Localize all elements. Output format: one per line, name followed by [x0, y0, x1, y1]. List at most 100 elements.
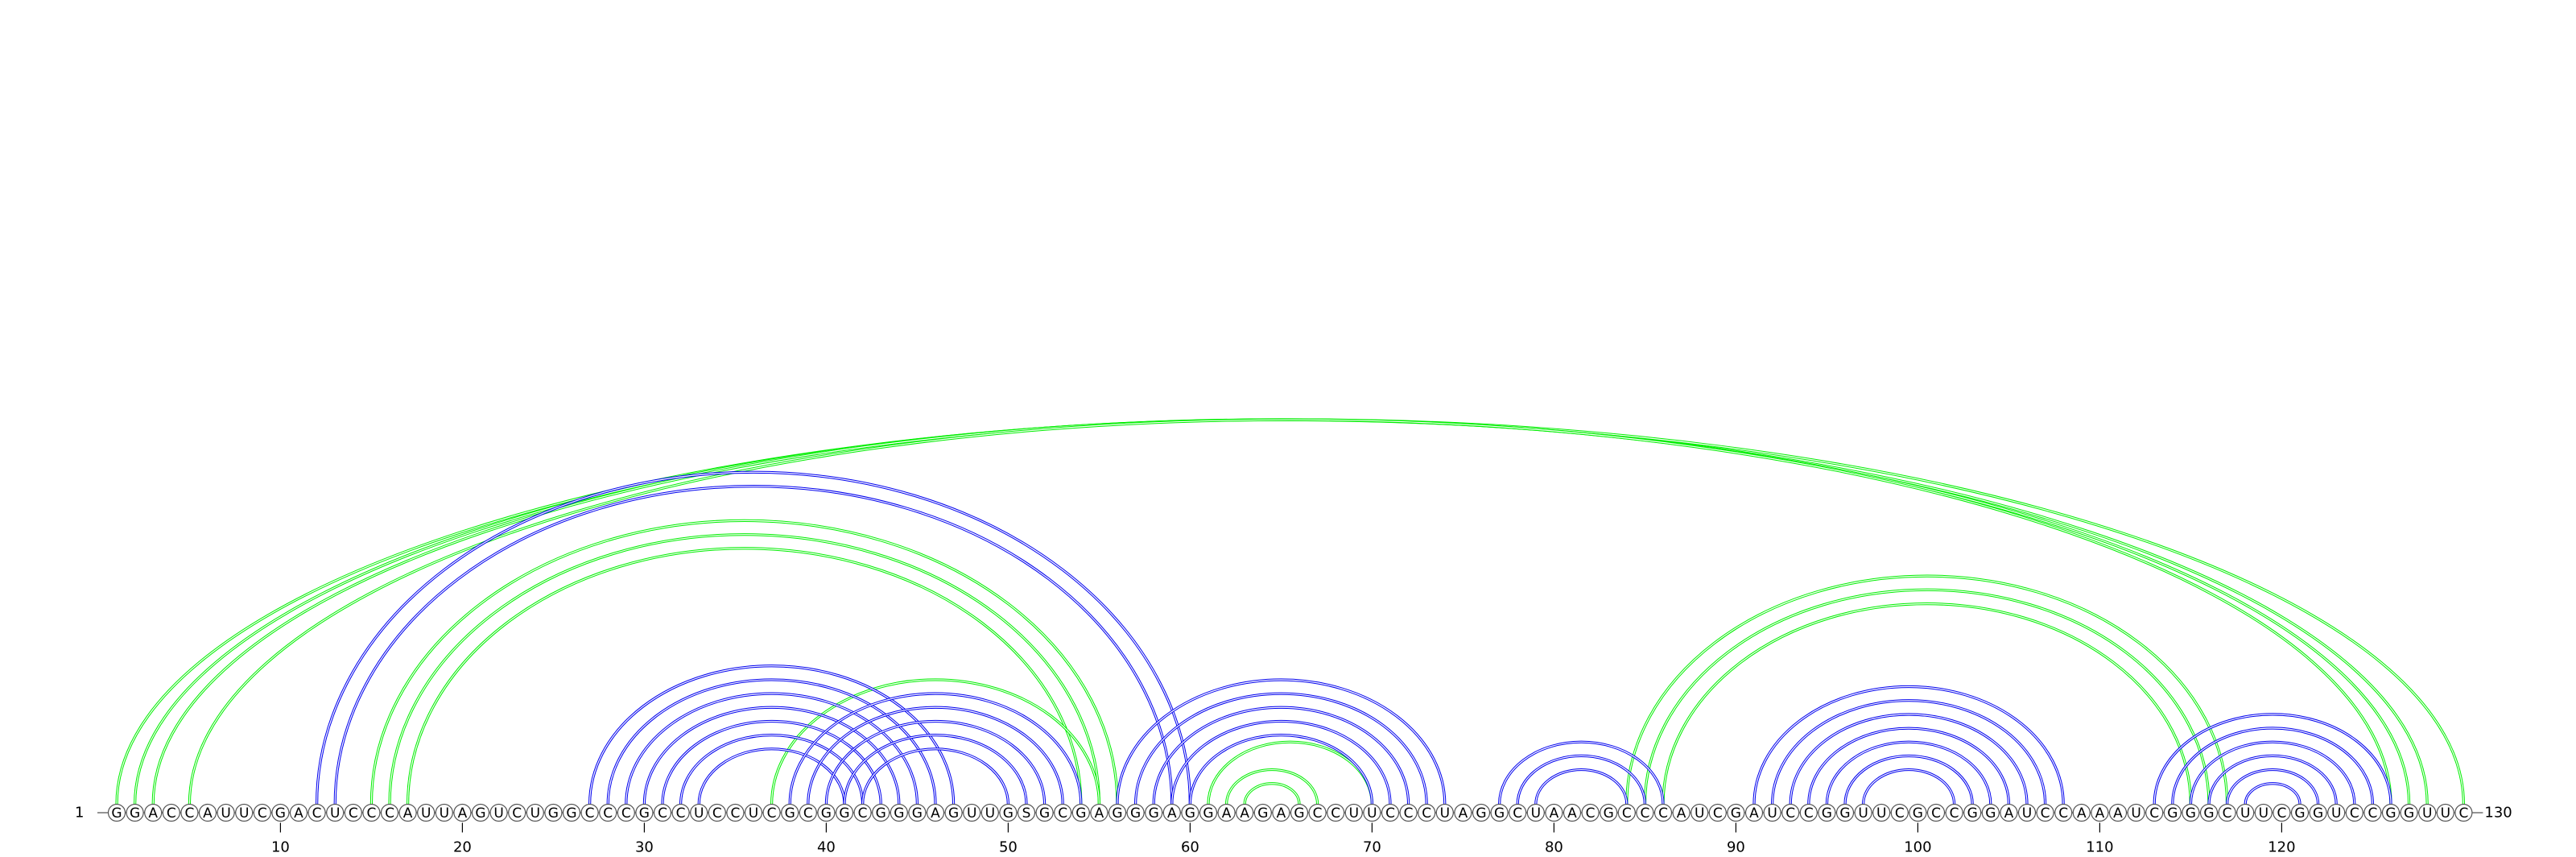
nucleotide: C	[380, 803, 399, 822]
nucleotide-letter: U	[493, 805, 503, 822]
nucleotide: C	[1926, 803, 1946, 822]
nucleotide-circle	[853, 803, 872, 822]
nucleotide: U	[417, 803, 436, 822]
nucleotide: G	[1253, 803, 1272, 822]
nucleotide-circle	[1381, 803, 1400, 822]
nucleotide-circle	[1636, 803, 1654, 822]
tick-label: 70	[1363, 839, 1381, 856]
nucleotide-circle	[1108, 803, 1127, 822]
nucleotide-circle	[2072, 803, 2091, 822]
base-pair-arc-blue	[1134, 692, 1428, 805]
nucleotide-letter: U	[1876, 805, 1886, 822]
nucleotide-letter: U	[239, 805, 249, 822]
nucleotide-circle	[1308, 803, 1327, 822]
nucleotide: G	[1981, 803, 2000, 822]
nucleotide-circle	[690, 803, 708, 822]
nucleotide-letter: U	[1858, 805, 1868, 822]
nucleotide-letter: G	[1476, 805, 1486, 822]
nucleotide: A	[1454, 803, 1472, 822]
nucleotide: C	[508, 803, 526, 822]
nucleotide-letter: C	[603, 805, 613, 822]
nucleotide-circle	[980, 803, 999, 822]
nucleotide-circle	[180, 803, 199, 822]
nucleotide: A	[1217, 803, 1236, 822]
base-pair-arc-green	[388, 532, 1100, 805]
nucleotide-letter: G	[1130, 805, 1141, 822]
nucleotide: C	[162, 803, 180, 822]
nucleotide-letter: C	[1895, 805, 1905, 822]
nucleotide-circle	[1963, 803, 1982, 822]
nucleotide-letter: U	[440, 805, 449, 822]
nucleotide: C	[762, 803, 781, 822]
nucleotide-circle	[1672, 803, 1690, 822]
nucleotide-letter: U	[2422, 805, 2432, 822]
nucleotide-circle	[2345, 803, 2363, 822]
nucleotide-letter: G	[130, 805, 140, 822]
nucleotide-circle	[2127, 803, 2145, 822]
nucleotide-letter: C	[1640, 805, 1649, 822]
nucleotide-letter: C	[2058, 805, 2068, 822]
nucleotide-circle	[544, 803, 563, 822]
position-axis: 10 20 30 40 50 60 70 80 90 100 110 120	[271, 822, 2296, 856]
nucleotide-letter: C	[1313, 805, 1323, 822]
nucleotide-circle	[781, 803, 799, 822]
nucleotide: U	[2436, 803, 2454, 822]
base-pair-arc-green	[1644, 589, 2210, 805]
nucleotide-circle	[1181, 803, 1199, 822]
nucleotide-letter: G	[876, 805, 886, 822]
nucleotide-letter: A	[1095, 805, 1104, 822]
base-pair-arc-green	[152, 419, 2410, 805]
base-pair-arc-blue	[1772, 700, 2046, 805]
nucleotide-letter: C	[1785, 805, 1795, 822]
nucleotide-circle	[1563, 803, 1582, 822]
nucleotide: C	[344, 803, 362, 822]
nucleotide: S	[1017, 803, 1036, 822]
nucleotide-letter: C	[1658, 805, 1668, 822]
nucleotide: C	[2363, 803, 2382, 822]
base-pair-arc-green	[134, 419, 2428, 805]
nucleotide-letter: U	[2240, 805, 2250, 822]
nucleotide-circle	[617, 803, 635, 822]
nucleotide-letter: C	[512, 805, 522, 822]
nucleotide-letter: A	[2095, 805, 2105, 822]
nucleotide-letter: C	[767, 805, 777, 822]
base-pair-arc-blue	[1534, 768, 1629, 805]
nucleotide: G	[562, 803, 581, 822]
nucleotide-letter: U	[221, 805, 230, 822]
nucleotide: U	[1363, 803, 1381, 822]
nucleotide-circle	[2036, 803, 2054, 822]
base-pair-arc-blue	[625, 693, 918, 805]
nucleotide: G	[1835, 803, 1855, 822]
base-pair-arc-green	[389, 533, 1100, 805]
nucleotide: G	[271, 803, 290, 822]
nucleotide: C	[853, 803, 872, 822]
nucleotide-circle	[289, 803, 308, 822]
nucleotide-circle	[2182, 803, 2200, 822]
nucleotide: G	[1600, 803, 1618, 822]
nucleotide: C	[726, 803, 745, 822]
base-pair-arc-blue	[1535, 769, 1628, 805]
nucleotide-circle	[380, 803, 399, 822]
nucleotide-letter: U	[1440, 805, 1450, 822]
nucleotide: C	[1418, 803, 1436, 822]
nucleotide-circle	[107, 803, 126, 822]
nucleotide-letter: G	[475, 805, 485, 822]
nucleotide: A	[2072, 803, 2091, 822]
nucleotide-circle	[1909, 803, 1927, 822]
tick-label: 40	[817, 839, 836, 856]
nucleotide: U	[2327, 803, 2346, 822]
nucleotide-letter: C	[2350, 805, 2359, 822]
nucleotide-circle	[1617, 803, 1636, 822]
nucleotide: G	[1108, 803, 1127, 822]
nucleotide-circle	[344, 803, 362, 822]
base-pair-arc-green	[1662, 602, 2191, 805]
nucleotide-circle	[2091, 803, 2109, 822]
nucleotide-circle	[926, 803, 945, 822]
nucleotide: A	[1236, 803, 1254, 822]
base-pair-arc-green	[1243, 782, 1301, 805]
nucleotide-circle	[417, 803, 436, 822]
base-pair-arc-blue	[1753, 685, 2064, 805]
nucleotide-letter: A	[931, 805, 940, 822]
nucleotide: G	[872, 803, 890, 822]
base-pair-arc-blue	[1170, 719, 1392, 805]
